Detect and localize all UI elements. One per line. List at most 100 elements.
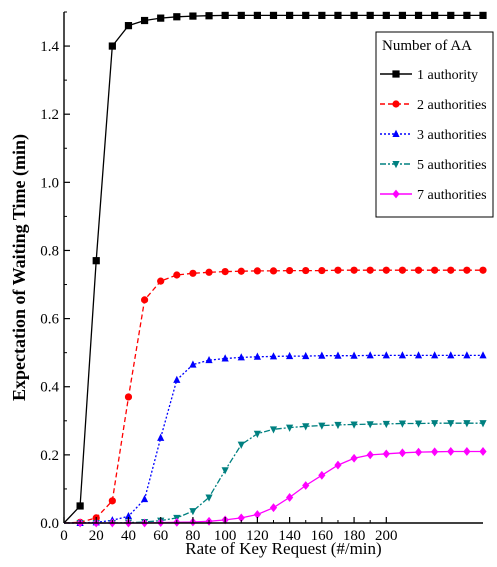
series-point — [237, 441, 245, 449]
series-point — [414, 447, 423, 457]
series-point — [447, 420, 455, 428]
x-tick-label: 0 — [60, 528, 68, 544]
series-point — [447, 11, 455, 20]
legend-title: Number of AA — [382, 38, 472, 54]
series-point — [92, 257, 100, 265]
legend-item: 5 authorities — [380, 158, 487, 173]
series-point — [286, 493, 294, 502]
series-point — [350, 421, 358, 429]
legend-marker — [392, 189, 400, 199]
series-point — [189, 508, 197, 516]
series-point — [253, 267, 261, 275]
series-point — [414, 11, 423, 20]
series-point — [463, 11, 471, 20]
legend-marker — [392, 129, 400, 137]
series-point — [302, 266, 310, 275]
series-point — [253, 11, 261, 20]
series-point — [382, 351, 390, 359]
series-point — [382, 420, 390, 429]
series-point — [302, 351, 310, 360]
series-point — [286, 351, 294, 360]
series-point — [414, 420, 423, 428]
legend-label: 3 authorities — [417, 128, 487, 143]
series-point — [334, 11, 342, 20]
legend-label: 5 authorities — [417, 158, 487, 173]
series-point — [431, 266, 439, 274]
series-point — [173, 375, 181, 383]
series-point — [479, 11, 487, 20]
series-point — [334, 266, 342, 274]
x-tick-label: 140 — [278, 528, 301, 544]
series-point — [318, 470, 326, 480]
series-point — [350, 453, 358, 463]
series-point — [205, 268, 213, 276]
series-point — [382, 266, 390, 274]
x-tick-label: 180 — [343, 528, 366, 544]
series-point — [205, 494, 213, 502]
series-point — [431, 420, 439, 428]
series-point — [382, 449, 390, 459]
series-point — [463, 447, 471, 456]
legend: Number of AA 1 authority 2 authorities 3 au… — [375, 31, 494, 218]
series-point — [286, 266, 294, 275]
series-point — [237, 513, 245, 523]
series-point — [221, 354, 229, 362]
series-point — [124, 393, 133, 401]
series-line — [64, 450, 483, 524]
series-point — [269, 267, 278, 275]
series-point — [302, 423, 310, 431]
series-point — [76, 502, 84, 510]
series-point — [398, 11, 407, 20]
series-point — [431, 11, 439, 20]
series-point — [253, 510, 261, 519]
series-point — [269, 426, 278, 434]
series-point — [318, 351, 326, 359]
legend-item: 1 authority — [380, 68, 478, 83]
series-point — [108, 42, 116, 50]
series-point — [318, 11, 326, 20]
series-point — [140, 494, 149, 503]
series-point — [189, 269, 197, 277]
series-point — [157, 277, 165, 285]
series-point — [398, 448, 407, 458]
series-point — [269, 352, 278, 360]
series-point — [124, 511, 133, 520]
series-point — [221, 467, 229, 475]
series-point — [366, 351, 374, 359]
series-point — [414, 351, 423, 359]
series-line — [63, 269, 483, 524]
legend-item: 7 authorities — [380, 188, 487, 203]
series-point — [108, 497, 116, 505]
series-point — [431, 447, 439, 457]
series-point — [237, 267, 245, 275]
y-tick-label: 1.0 — [40, 175, 59, 191]
x-axis-title: Rate of Key Request (#/min) — [185, 539, 381, 558]
series-point — [173, 271, 181, 279]
x-tick-label: 60 — [153, 528, 168, 544]
series-line — [64, 354, 483, 524]
series-point — [189, 12, 197, 20]
series-point — [447, 447, 455, 456]
series-point — [237, 353, 245, 361]
x-tick-label: 20 — [89, 528, 104, 544]
series-point — [463, 351, 471, 359]
series-point — [140, 16, 149, 25]
legend-label: 1 authority — [417, 68, 478, 83]
series-point — [414, 266, 423, 274]
series-4 — [64, 420, 487, 528]
series-point — [398, 266, 407, 274]
series-point — [221, 11, 229, 20]
y-tick-label: 0.0 — [40, 516, 59, 532]
series-1 — [63, 11, 487, 524]
series-point — [350, 351, 358, 359]
series-point — [366, 450, 374, 460]
series-point — [318, 266, 326, 275]
series-point — [382, 11, 390, 20]
series-point — [398, 420, 407, 428]
x-tick-label: 80 — [185, 528, 200, 544]
series-point — [318, 422, 326, 430]
series-point — [286, 11, 294, 20]
series-point — [334, 421, 342, 430]
y-tick-label: 1.4 — [40, 39, 59, 55]
